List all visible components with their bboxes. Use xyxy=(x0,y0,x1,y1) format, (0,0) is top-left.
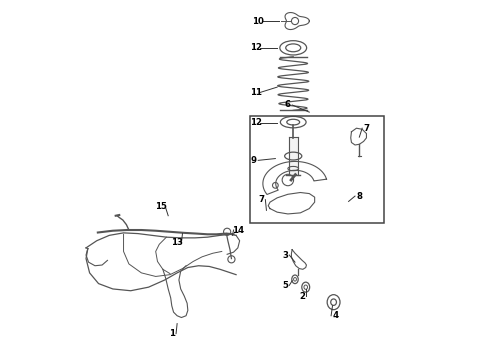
Text: 7: 7 xyxy=(258,195,264,204)
Text: 11: 11 xyxy=(250,88,262,97)
Bar xyxy=(250,116,384,223)
Text: 8: 8 xyxy=(356,192,362,201)
Text: 14: 14 xyxy=(232,225,244,234)
Text: 12: 12 xyxy=(250,118,262,127)
Text: 3: 3 xyxy=(282,251,288,260)
Text: 6: 6 xyxy=(285,100,291,109)
Text: 7: 7 xyxy=(364,124,369,133)
Text: 13: 13 xyxy=(171,238,183,247)
Text: 15: 15 xyxy=(155,202,167,211)
Text: 9: 9 xyxy=(251,156,257,165)
Text: 2: 2 xyxy=(299,292,305,301)
Text: 5: 5 xyxy=(282,281,288,290)
Text: 12: 12 xyxy=(250,43,262,52)
Text: 1: 1 xyxy=(169,329,175,338)
Text: 10: 10 xyxy=(251,17,264,26)
Text: 4: 4 xyxy=(332,311,339,320)
